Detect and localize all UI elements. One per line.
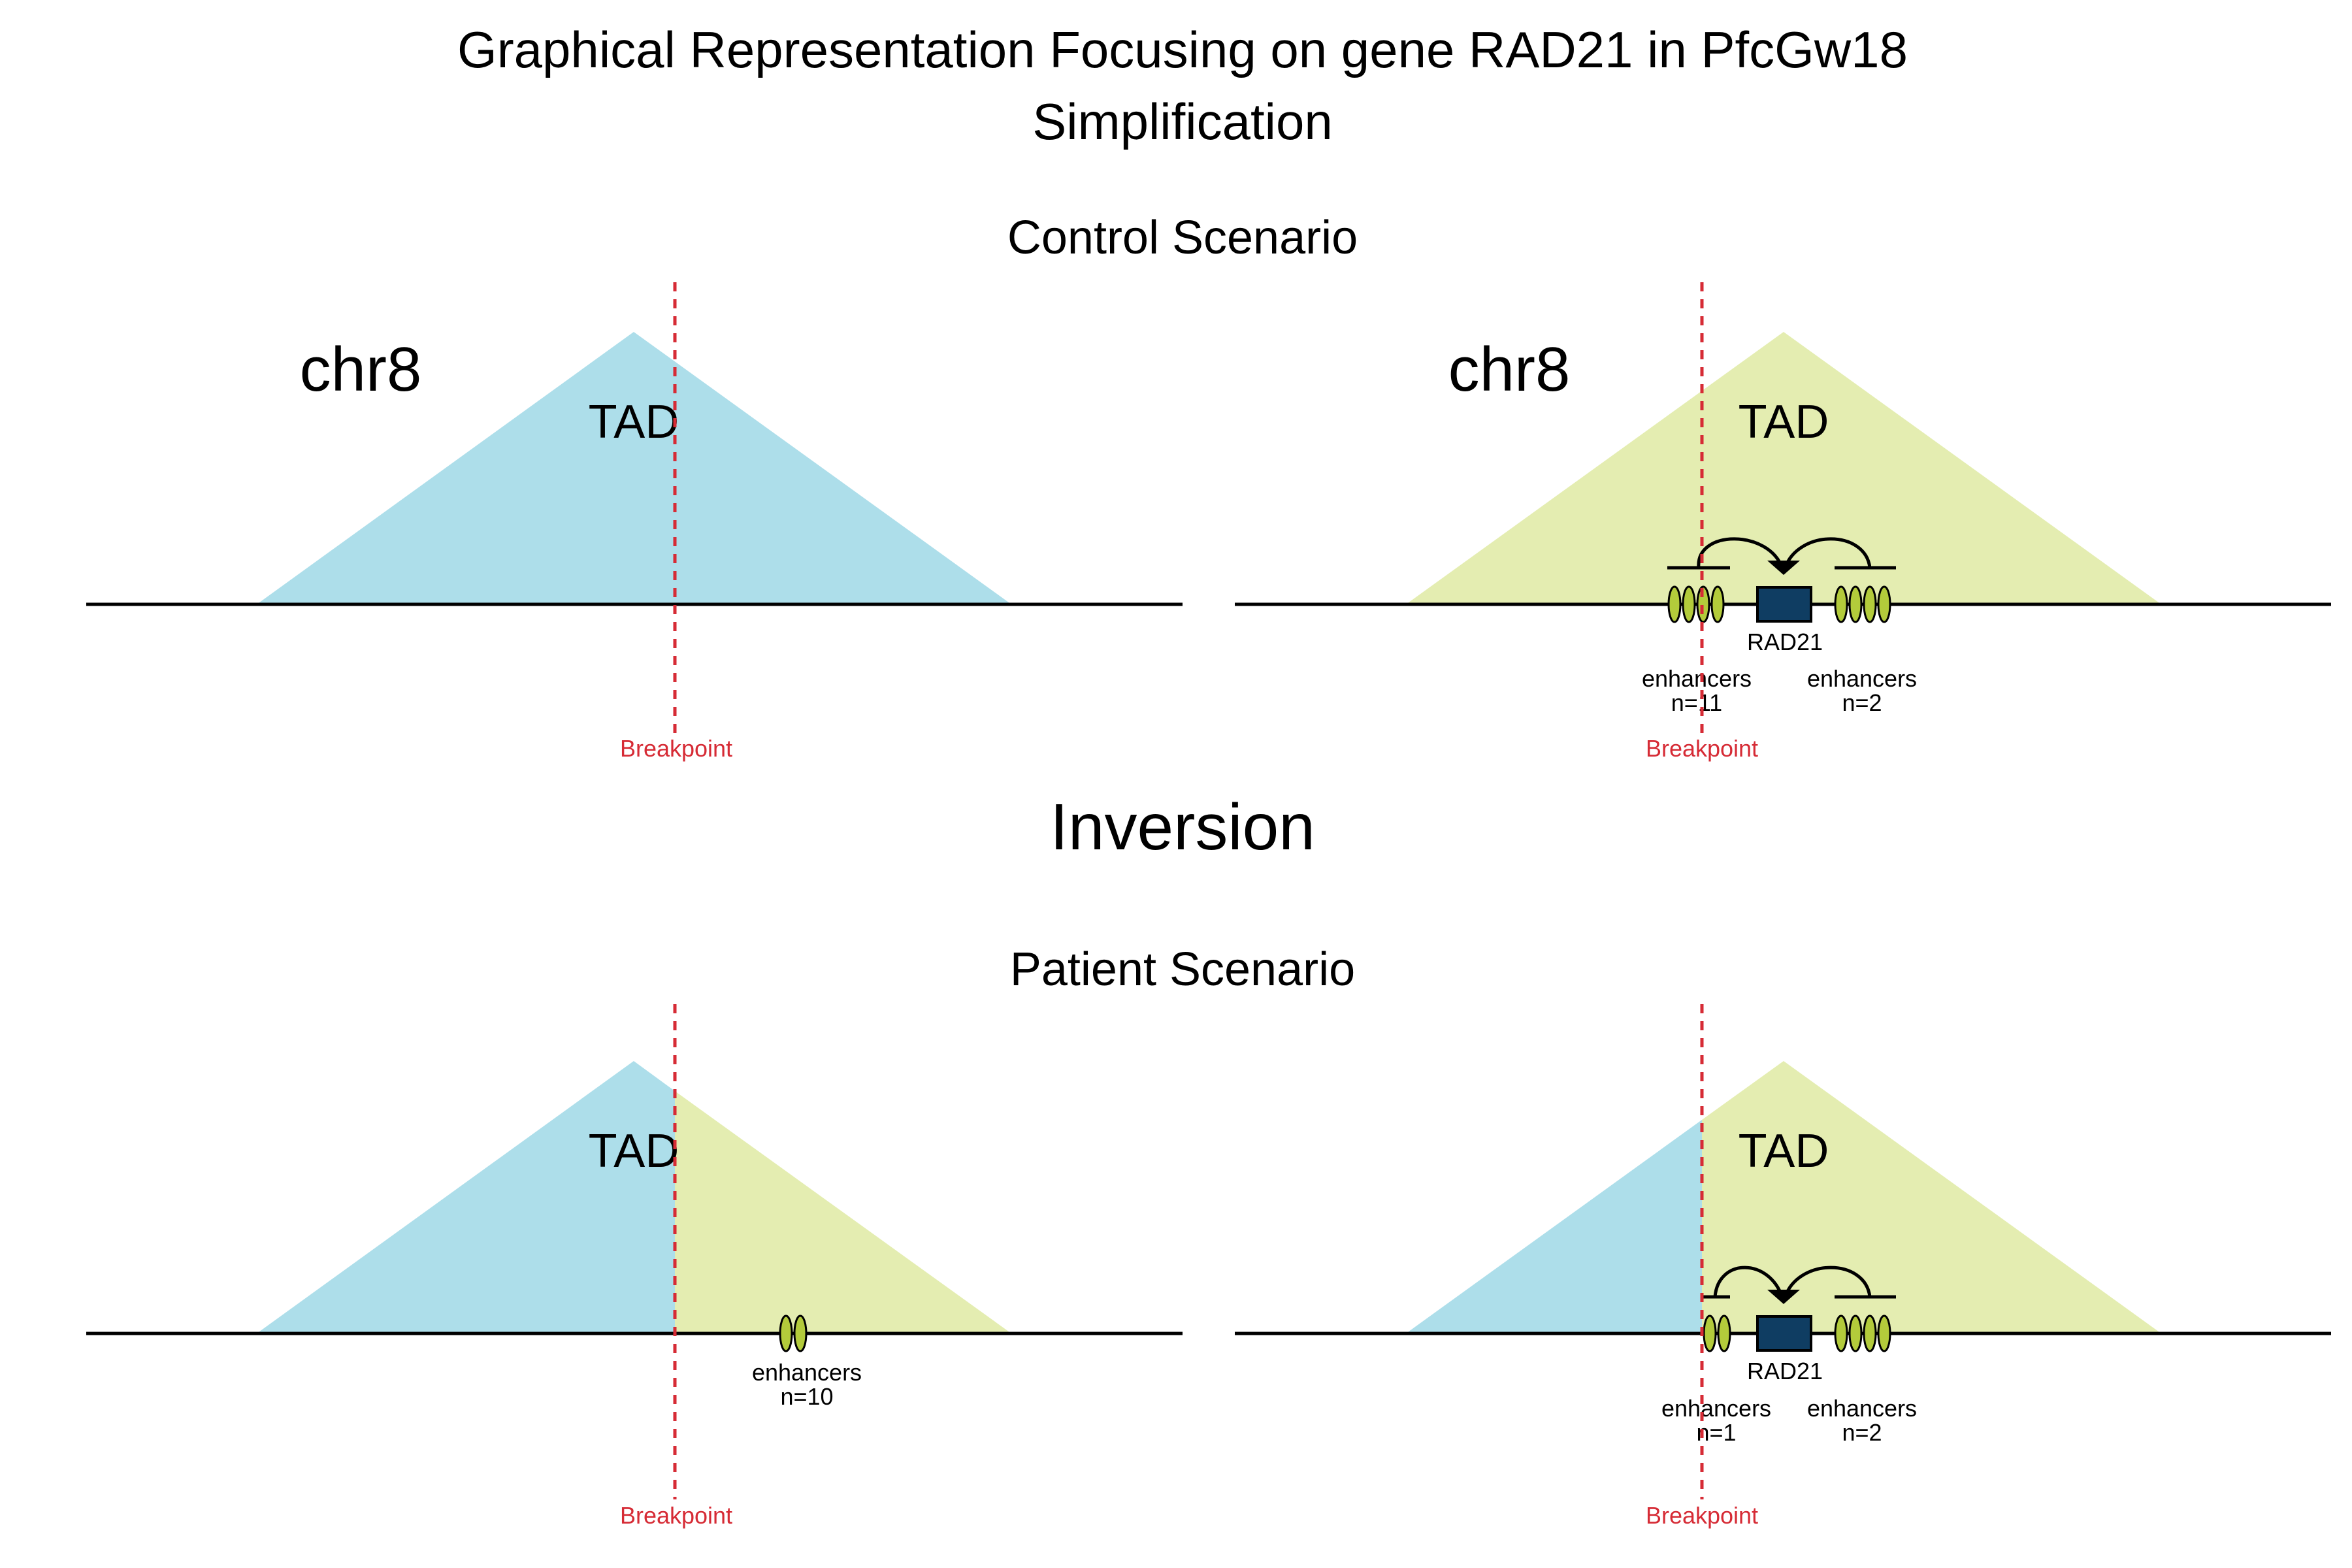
patient-scenario-title: Patient Scenario [1010, 943, 1355, 996]
enhancer-icon [1848, 1315, 1863, 1352]
enhancers-right-group [1834, 1315, 1891, 1352]
enhancer-icon [779, 1315, 793, 1352]
breakpoint-label: Breakpoint [620, 1502, 732, 1529]
enhancer-icon [793, 1315, 808, 1352]
enhancers-right-group [1834, 585, 1891, 623]
enhancers-group [779, 1315, 808, 1352]
control-left-panel: chr8 TAD Breakpoint [86, 282, 1183, 762]
enhancers-left-count: n=11 [1671, 689, 1722, 716]
enhancer-icon [1848, 585, 1863, 623]
main-subtitle: Simplification [1032, 93, 1333, 150]
chromosome-label: chr8 [1448, 335, 1571, 404]
enhancer-icon [1667, 585, 1682, 623]
tad-label: TAD [589, 1125, 679, 1177]
breakpoint-label: Breakpoint [1646, 735, 1758, 762]
control-right-panel: chr8 TAD RAD21 enhancers n=11 enh [1235, 282, 2331, 762]
tad-label: TAD [1739, 396, 1829, 448]
enhancer-icon [1703, 1315, 1717, 1352]
enhancer-icon [1834, 585, 1848, 623]
enhancers-right-count: n=2 [1842, 1419, 1882, 1446]
tad-triangle-right-part [1702, 1061, 2161, 1333]
regulation-arcs [1702, 1266, 1896, 1299]
enhancer-icon [1863, 1315, 1877, 1352]
patient-left-panel: TAD enhancers n=10 Breakpoint [86, 1004, 1183, 1529]
gene-box [1756, 586, 1812, 623]
tad-triangle-right-part [675, 1091, 1011, 1333]
control-scenario-title: Control Scenario [1007, 212, 1358, 264]
gene-label: RAD21 [1747, 1358, 1823, 1384]
breakpoint-label: Breakpoint [1646, 1502, 1758, 1529]
enhancers-left-label: enhancers [1661, 1395, 1771, 1422]
enhancers-label: enhancers [752, 1359, 862, 1386]
chromosome-label: chr8 [300, 335, 422, 404]
tad-label: TAD [1739, 1125, 1829, 1177]
enhancer-icon [1717, 1315, 1731, 1352]
tad-triangle [257, 332, 1011, 604]
inversion-label: Inversion [1050, 791, 1315, 864]
enhancer-icon [1834, 1315, 1848, 1352]
enhancers-count: n=10 [780, 1383, 833, 1410]
enhancers-left-group [1703, 1315, 1731, 1352]
arrow-head-icon [1767, 1290, 1800, 1304]
enhancer-icon [1863, 585, 1877, 623]
main-title: Graphical Representation Focusing on gen… [457, 21, 1908, 78]
enhancer-icon [1877, 1315, 1891, 1352]
tad-triangle-left-part [257, 1061, 675, 1333]
enhancer-icon [1682, 585, 1696, 623]
breakpoint-label: Breakpoint [620, 735, 732, 762]
enhancers-left-label: enhancers [1642, 665, 1752, 692]
arrow-head-icon [1767, 561, 1800, 575]
tad-triangle [1406, 332, 2161, 604]
enhancer-icon [1710, 585, 1725, 623]
gene-box [1756, 1315, 1812, 1352]
enhancers-right-label: enhancers [1807, 1395, 1917, 1422]
tad-triangle-left-part [1406, 1120, 1702, 1333]
enhancer-icon [1877, 585, 1891, 623]
tad-label: TAD [589, 396, 679, 448]
enhancers-right-label: enhancers [1807, 665, 1917, 692]
gene-label: RAD21 [1747, 629, 1823, 655]
enhancers-right-count: n=2 [1842, 689, 1882, 716]
patient-right-panel: TAD RAD21 enhancers n=1 enhancers n=2 Br… [1235, 1004, 2331, 1529]
